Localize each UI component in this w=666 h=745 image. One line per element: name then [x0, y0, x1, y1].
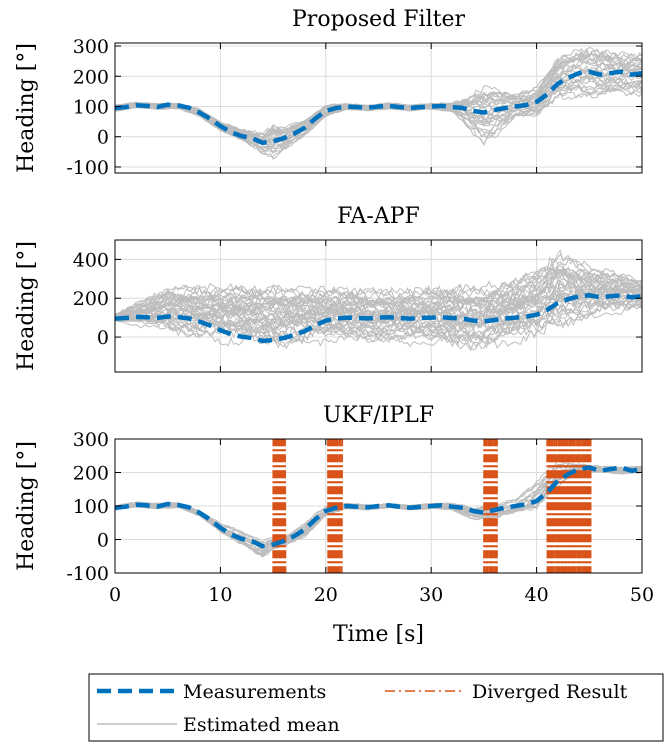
x-tick-label: 50: [630, 584, 654, 606]
y-tick-label: 300: [73, 36, 109, 58]
chart-title: UKF/IPLF: [323, 403, 434, 428]
y-tick-label: 0: [97, 530, 109, 552]
estimate-lines: [115, 46, 642, 160]
panel-proposed-filter: Proposed Filter Heading [°] 300 200 100 0 -1…: [14, 7, 643, 179]
plot-frame: [114, 239, 643, 373]
estimated-line: [115, 46, 642, 139]
estimated-line: [115, 268, 642, 316]
y-tick-label: -100: [66, 563, 109, 585]
y-tick-label: 200: [73, 66, 109, 88]
y-tick-label: 100: [73, 496, 109, 518]
chart-title: FA-APF: [337, 204, 420, 229]
plot-frame: [114, 438, 643, 574]
diverged-line: [552, 439, 555, 573]
estimated-line: [115, 262, 642, 317]
estimated-line: [115, 49, 642, 136]
diverged-line: [558, 439, 561, 573]
diverged-line: [484, 439, 487, 573]
estimated-line: [115, 275, 642, 320]
chart-title: Proposed Filter: [292, 7, 465, 32]
x-tick-label: 20: [314, 584, 338, 606]
axis-ticks: 400 200 0: [73, 240, 643, 372]
diverged-line: [341, 439, 344, 573]
y-tick-label: 400: [73, 249, 109, 271]
legend-box: [88, 673, 664, 742]
diverged-line: [564, 439, 567, 573]
x-axis-label: Time [s]: [333, 622, 424, 647]
legend-label-diverged: Diverged Result: [472, 681, 628, 703]
diverged-line: [559, 439, 562, 573]
diverged-series: [272, 439, 592, 573]
diverged-line: [337, 439, 340, 573]
x-tick-label: 10: [208, 584, 232, 606]
diverged-line: [494, 439, 497, 573]
diverged-line: [574, 439, 577, 573]
y-tick-label: 200: [73, 463, 109, 485]
measurement-line: [115, 293, 642, 344]
estimated-line: [115, 80, 642, 151]
estimate-lines: [115, 249, 642, 352]
estimated-line: [115, 285, 642, 329]
diverged-line: [585, 439, 587, 573]
y-tick-label: 100: [73, 96, 109, 118]
plot-frame: [114, 42, 643, 174]
estimated-line: [115, 83, 642, 153]
diverged-line: [275, 439, 278, 573]
estimated-line: [115, 267, 642, 318]
estimated-line: [115, 289, 642, 334]
diverged-line: [487, 439, 490, 573]
diverged-line: [581, 439, 584, 573]
diverged-line: [556, 439, 559, 573]
diverged-line: [576, 439, 579, 573]
measurement-series: [115, 293, 642, 344]
diverged-line: [492, 439, 495, 573]
diverged-line: [338, 439, 341, 573]
x-tick-label: 0: [109, 584, 121, 606]
estimated-line: [115, 77, 642, 155]
diverged-line: [273, 439, 275, 573]
estimated-line: [115, 52, 642, 141]
estimated-line: [115, 273, 642, 317]
estimated-line: [115, 298, 642, 348]
legend-label-measurements: Measurements: [183, 681, 326, 703]
estimated-line: [115, 288, 642, 337]
estimated-line: [115, 80, 642, 150]
measurement-series: [115, 69, 642, 146]
estimated-line: [115, 249, 642, 316]
measurement-series: [115, 465, 642, 549]
estimated-line: [115, 83, 642, 158]
diverged-line: [579, 439, 582, 573]
measurement-line: [115, 465, 642, 549]
panel-fa-apf: FA-APF Heading [°] 400 200 0: [14, 204, 643, 373]
diverged-line: [284, 439, 287, 573]
y-tick-label: -100: [66, 157, 109, 179]
y-tick-label: 200: [73, 288, 109, 310]
diverged-line: [568, 439, 571, 573]
axis-ticks: 300 200 100 0 -100: [66, 36, 643, 179]
measurement-line: [115, 69, 642, 146]
y-axis-label: Heading [°]: [14, 241, 39, 371]
y-axis-label: Heading [°]: [14, 43, 39, 173]
x-tick-label: 30: [419, 584, 443, 606]
y-tick-label: 0: [97, 127, 109, 149]
diverged-line: [557, 439, 560, 573]
estimated-line: [115, 282, 642, 331]
y-tick-label: 0: [97, 327, 109, 349]
x-tick-label: 40: [525, 584, 549, 606]
y-axis-label: Heading [°]: [14, 441, 39, 571]
y-tick-label: 300: [73, 429, 109, 451]
legend-label-estimated: Estimated mean: [183, 714, 340, 736]
estimated-line: [115, 257, 642, 316]
legend: Measurements Diverged Result Estimated m…: [88, 673, 664, 742]
